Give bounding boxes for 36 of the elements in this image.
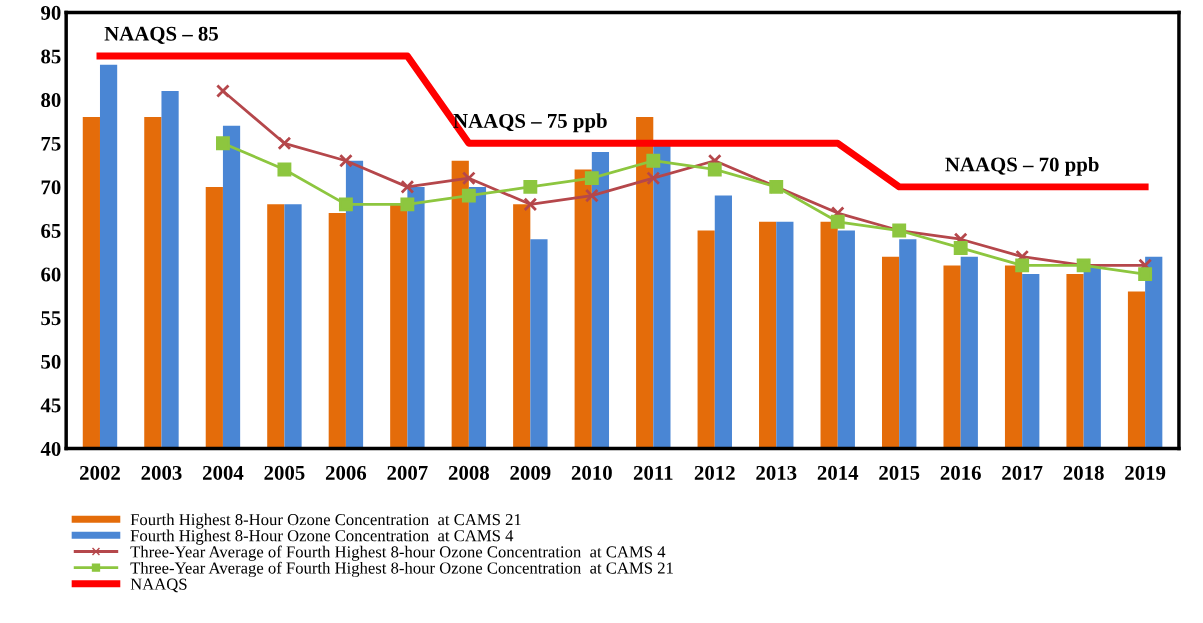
y-tick-label: 85 xyxy=(41,49,61,64)
legend-label: NAAQS xyxy=(130,578,187,593)
annotation: NAAQS – 85 xyxy=(104,26,218,44)
x-tick-label: 2012 xyxy=(694,465,735,480)
y-tick-label: 80 xyxy=(41,93,61,108)
x-tick-label: 2007 xyxy=(387,465,428,480)
x-tick-label: 2015 xyxy=(879,465,920,480)
y-tick-label: 65 xyxy=(41,223,61,238)
x-tick-label: 2019 xyxy=(1125,465,1166,480)
x-tick-label: 2006 xyxy=(325,465,367,480)
x-tick-label: 2010 xyxy=(571,465,612,480)
legend-label: Three-Year Average of Fourth Highest 8-hour Ozone Concentration at CAMS 21 xyxy=(130,561,673,578)
y-tick-label: 50 xyxy=(41,354,61,369)
annotation: NAAQS – 70 ppb xyxy=(945,156,1099,176)
x-tick-label: 2005 xyxy=(264,465,305,480)
x-tick-label: 2018 xyxy=(1063,465,1104,480)
y-tick-label: 75 xyxy=(41,136,61,151)
x-tick-label: 2002 xyxy=(80,465,120,480)
x-tick-label: 2004 xyxy=(202,465,244,480)
y-tick-label: 60 xyxy=(41,267,61,282)
y-tick-label: 40 xyxy=(40,441,61,456)
x-tick-label: 2014 xyxy=(817,465,859,480)
x-tick-label: 2017 xyxy=(1002,465,1043,480)
y-tick-label: 90 xyxy=(41,5,61,20)
x-tick-label: 2016 xyxy=(940,465,981,480)
x-tick-label: 2013 xyxy=(756,465,797,480)
y-tick-label: 55 xyxy=(41,311,61,326)
x-tick-label: 2008 xyxy=(448,465,489,480)
legend-label: Three-Year Average of Fourth Highest 8-hour Ozone Concentration at CAMS 4 xyxy=(130,545,666,561)
legend-label: Fourth Highest 8-Hour Ozone Concentration at CAMS 4 xyxy=(130,529,514,545)
x-tick-label: 2003 xyxy=(141,465,182,480)
x-tick-label: 2011 xyxy=(633,465,673,480)
x-tick-label: 2009 xyxy=(510,465,551,480)
legend-label: Fourth Highest 8-Hour Ozone Concentration at CAMS 21 xyxy=(130,513,521,529)
y-tick-label: 70 xyxy=(41,180,61,195)
y-tick-label: 45 xyxy=(40,398,61,413)
